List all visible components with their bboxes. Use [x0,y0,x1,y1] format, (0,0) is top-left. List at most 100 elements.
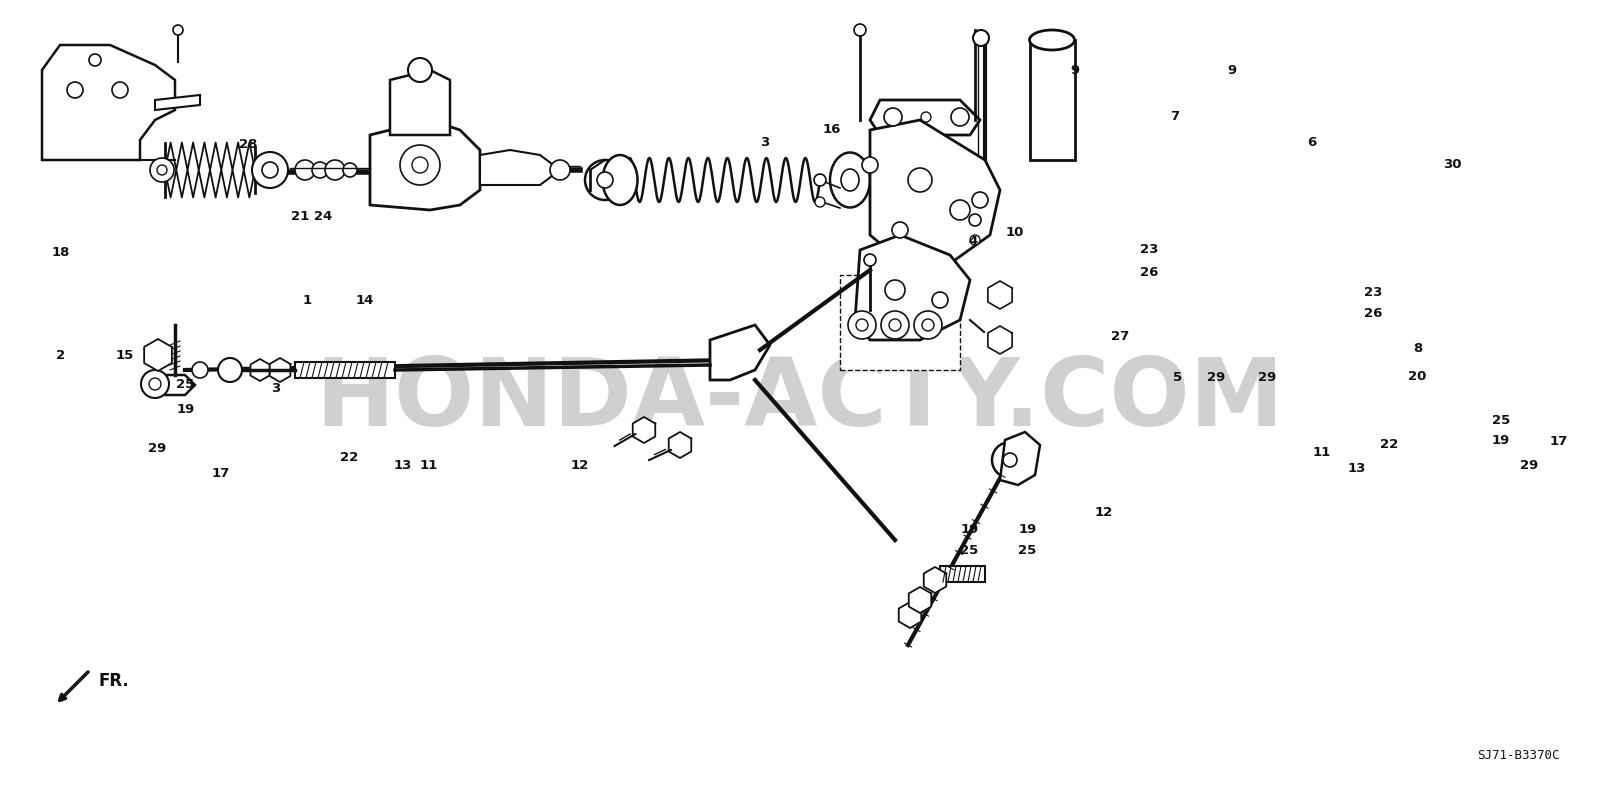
Polygon shape [987,326,1013,354]
Text: 20: 20 [1408,370,1427,382]
Polygon shape [144,339,171,371]
Polygon shape [710,325,770,380]
Text: 23: 23 [1363,286,1382,298]
Text: 3: 3 [270,382,280,394]
Circle shape [141,370,170,398]
Text: 29: 29 [1206,371,1226,384]
Circle shape [325,160,346,180]
Text: 29: 29 [1520,459,1539,472]
Text: 9: 9 [1227,64,1237,77]
Text: 21 24: 21 24 [291,210,333,222]
Polygon shape [370,120,480,210]
Text: 12: 12 [1094,506,1114,518]
Circle shape [550,160,570,180]
Circle shape [150,158,174,182]
Bar [1030,40,1075,160]
Polygon shape [270,358,290,382]
Text: 13: 13 [394,459,413,472]
Text: 10: 10 [1005,226,1024,238]
Ellipse shape [1029,30,1075,50]
Circle shape [814,197,826,207]
Text: 15: 15 [115,350,134,362]
Circle shape [597,172,613,188]
Text: 19: 19 [1491,434,1510,446]
Circle shape [67,82,83,98]
Circle shape [218,358,242,382]
Text: 29: 29 [147,442,166,454]
Circle shape [862,157,878,173]
Polygon shape [899,602,922,628]
Circle shape [973,192,989,208]
Text: 6: 6 [1307,136,1317,149]
Circle shape [342,163,357,177]
Circle shape [883,108,902,126]
Circle shape [970,235,979,245]
Text: 8: 8 [1413,342,1422,354]
Text: 11: 11 [1312,446,1331,458]
Ellipse shape [830,153,870,207]
Text: 4: 4 [968,235,978,248]
Circle shape [814,174,826,186]
Text: 11: 11 [419,459,438,472]
Circle shape [922,112,931,122]
Polygon shape [854,235,970,340]
Text: 23: 23 [1139,243,1158,256]
Text: 29: 29 [1258,371,1277,384]
Text: 19: 19 [960,523,979,536]
Text: 25: 25 [960,544,979,557]
Circle shape [864,254,877,266]
Polygon shape [909,587,931,613]
Bar [840,275,960,370]
Text: 28: 28 [238,138,258,150]
Circle shape [931,292,947,308]
Text: 22: 22 [339,451,358,464]
Text: 12: 12 [570,459,589,472]
Text: 30: 30 [1443,158,1462,170]
Polygon shape [390,70,450,135]
Circle shape [408,58,432,82]
Text: 17: 17 [1549,435,1568,448]
Polygon shape [150,375,195,395]
Polygon shape [42,45,174,160]
Text: 26: 26 [1139,266,1158,278]
Circle shape [973,30,989,46]
Polygon shape [870,120,1000,260]
Text: 17: 17 [211,467,230,480]
Circle shape [112,82,128,98]
Text: 1: 1 [302,294,312,306]
Circle shape [922,319,934,331]
Bar [941,566,986,582]
Text: 2: 2 [56,350,66,362]
Circle shape [157,165,166,175]
Text: 26: 26 [1363,307,1382,320]
Circle shape [854,24,866,36]
Circle shape [914,311,942,339]
Text: SJ71-B3370C: SJ71-B3370C [1477,749,1560,762]
Text: HONDA-ACTY.COM: HONDA-ACTY.COM [315,354,1285,446]
Text: 19: 19 [1018,523,1037,536]
Circle shape [173,25,182,35]
Circle shape [950,108,970,126]
Circle shape [992,442,1027,478]
Circle shape [253,152,288,188]
Circle shape [149,378,162,390]
Circle shape [413,157,429,173]
Polygon shape [480,150,560,185]
Circle shape [856,319,867,331]
Polygon shape [669,432,691,458]
Polygon shape [987,281,1013,309]
Polygon shape [870,100,979,135]
Polygon shape [251,359,269,381]
Circle shape [882,311,909,339]
Circle shape [294,160,315,180]
Text: 5: 5 [1173,371,1182,384]
Circle shape [312,162,328,178]
Circle shape [848,311,877,339]
Text: 19: 19 [176,403,195,416]
Ellipse shape [842,169,859,191]
Circle shape [90,54,101,66]
Text: 25: 25 [1018,544,1037,557]
Circle shape [970,214,981,226]
Text: 9: 9 [1070,64,1080,77]
Text: 22: 22 [1379,438,1398,450]
